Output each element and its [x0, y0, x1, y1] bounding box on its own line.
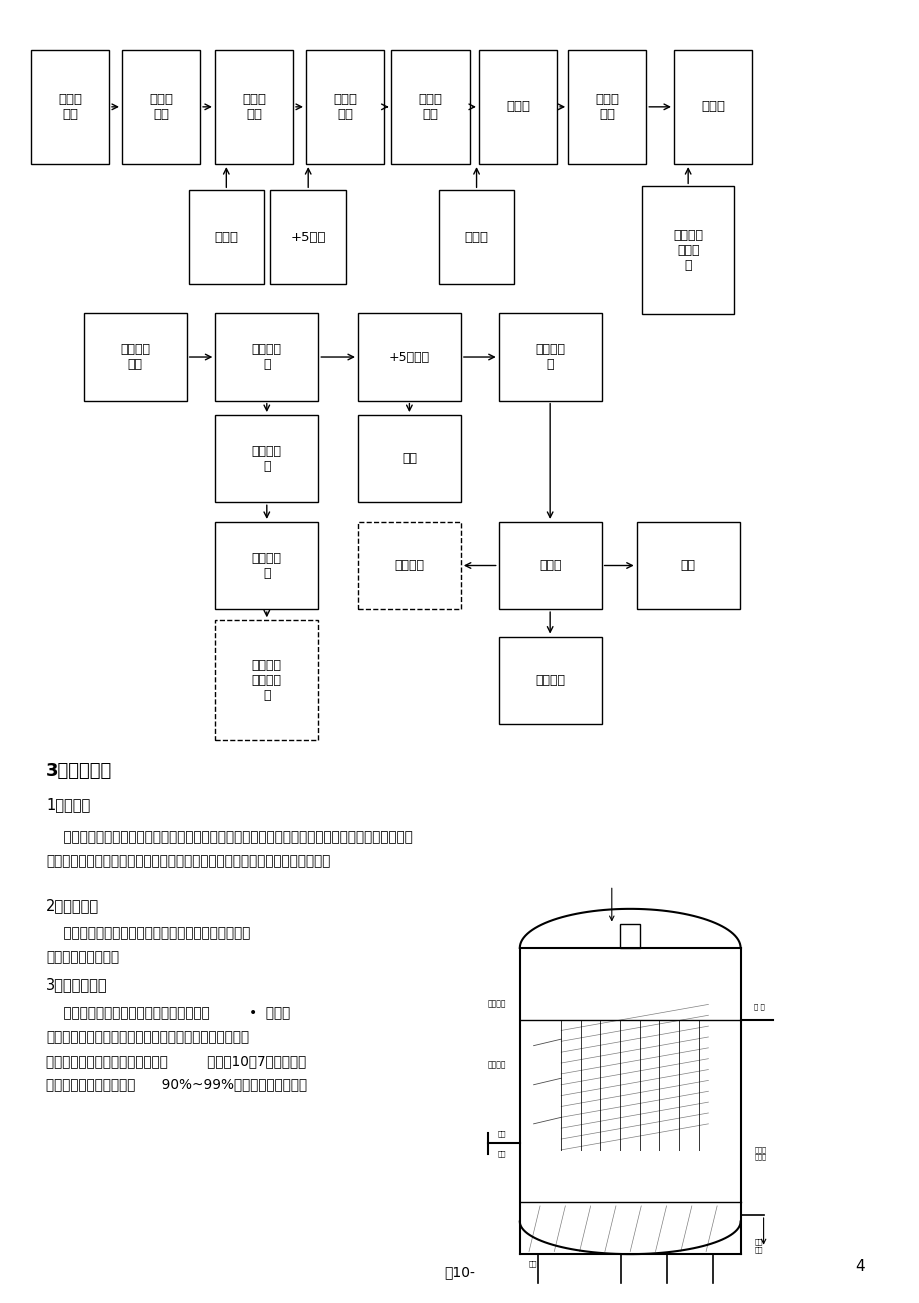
Text: 用于去除水雾，降低下一步硫酸的消耗量         •  其结构
如图所示，内部有纤维填料，可阻碍水雾的小液滴运动而
将之去除。使用用管式纤维除雾器     : 用于去除水雾，降低下一步硫酸的消耗量 • 其结构 如图所示，内部有纤维填料，可阻… [46, 1006, 307, 1092]
Text: 浓硫酸: 浓硫酸 [464, 231, 488, 244]
Bar [619, 925, 640, 949]
Text: 除液子
积聚层: 除液子 积聚层 [754, 1147, 766, 1160]
Bar [215, 50, 293, 164]
Text: 氢气来自
电解: 氢气来自 电解 [120, 343, 150, 371]
Text: 氯水洗
洤塔: 氯水洗 洤塔 [149, 93, 173, 121]
Bar [641, 186, 733, 314]
Bar [215, 523, 318, 610]
Text: 酸雾捕
集器: 酸雾捕 集器 [595, 93, 618, 121]
Text: 液体
排出: 液体 排出 [754, 1238, 762, 1252]
Bar [31, 50, 109, 164]
Text: 3、主要设备: 3、主要设备 [46, 762, 112, 780]
Bar [357, 414, 460, 502]
Bar [357, 313, 460, 401]
Bar [357, 523, 460, 610]
Text: 透平机: 透平机 [700, 100, 724, 113]
Text: 段针冷
却器: 段针冷 却器 [333, 93, 357, 121]
Bar [215, 313, 318, 401]
Bar [188, 190, 264, 284]
Text: 图10-: 图10- [444, 1265, 475, 1280]
Bar [478, 50, 556, 164]
Text: 填料塔: 填料塔 [505, 100, 529, 113]
Bar [215, 620, 318, 740]
Text: 3、水雾捕集器: 3、水雾捕集器 [46, 977, 108, 993]
Text: 盐酸合成: 盐酸合成 [535, 674, 564, 687]
Bar [391, 50, 470, 164]
Text: 管壁花板: 管壁花板 [487, 999, 505, 1009]
Text: 气柜: 气柜 [402, 452, 416, 465]
Text: 分配台: 分配台 [539, 559, 561, 572]
Text: 氢气水洗
塔: 氢气水洗 塔 [252, 343, 281, 371]
Bar [498, 523, 601, 610]
Text: 纤维填料: 纤维填料 [487, 1061, 505, 1070]
Text: 4: 4 [855, 1259, 864, 1274]
Text: 段针冷
却器: 段针冷 却器 [242, 93, 266, 121]
Text: 氢压缩站: 氢压缩站 [394, 559, 424, 572]
Text: 吸收氯气
里后续
段: 吸收氯气 里后续 段 [673, 228, 702, 272]
Text: 水雾捕集
器: 水雾捕集 器 [252, 551, 281, 580]
Text: 衬料: 衬料 [528, 1261, 537, 1268]
Text: 片碱: 片碱 [680, 559, 695, 572]
Bar [498, 636, 601, 724]
Text: 氯气来
电解: 氯气来 电解 [58, 93, 82, 121]
Text: +5度水: +5度水 [290, 231, 325, 244]
Bar [438, 190, 514, 284]
Bar [498, 313, 601, 401]
Bar [636, 523, 739, 610]
Text: 由于从电解工段过来的湿氯气中含有较多的碗液，故需要用水洗除掉碗液。氯气从塔的底部进入，
饱和氯水从塔的顶部进入，汽液两相逆流进行传质。湿氯气含碗液量大大减少。: 由于从电解工段过来的湿氯气中含有较多的碗液，故需要用水洗除掉碗液。氯气从塔的底部… [46, 830, 413, 868]
Bar [568, 50, 646, 164]
Text: 二合一装
置合成盐
酸: 二合一装 置合成盐 酸 [252, 658, 281, 702]
Bar [674, 50, 752, 164]
Bar [121, 50, 200, 164]
Text: 气体: 气体 [497, 1130, 505, 1136]
Text: 2、针冷却器: 2、针冷却器 [46, 898, 99, 913]
Text: 循环水: 循环水 [214, 231, 238, 244]
Text: 水雾捕
集器: 水雾捕 集器 [418, 93, 442, 121]
Bar [84, 313, 187, 401]
Text: 主要作用是冷却氯气，由于湿氯气有强烈腐蚀性，故
使用耐腐蚀的针制造: 主要作用是冷却氯气，由于湿氯气有强烈腐蚀性，故 使用耐腐蚀的针制造 [46, 926, 250, 964]
Bar [215, 414, 318, 502]
Text: 1、洗涤塔: 1、洗涤塔 [46, 797, 90, 813]
Text: 出 阀: 出 阀 [754, 1003, 765, 1010]
Bar [306, 50, 384, 164]
Bar [270, 190, 346, 284]
Text: 氢气缓冲
罐: 氢气缓冲 罐 [535, 343, 564, 371]
Text: +5度水洗: +5度水洗 [389, 351, 429, 364]
Text: 水环泵加
压: 水环泵加 压 [252, 444, 281, 473]
Text: 进口: 进口 [497, 1149, 505, 1157]
